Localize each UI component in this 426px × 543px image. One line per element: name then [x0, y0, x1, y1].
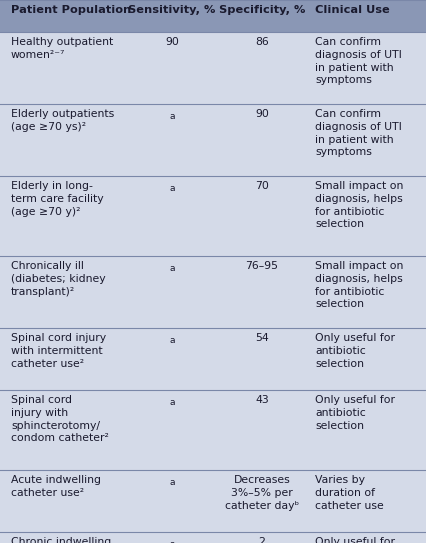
Bar: [0, 104, 426, 176]
Text: Clinical Use: Clinical Use: [315, 5, 390, 15]
Text: Sensitivity, %: Sensitivity, %: [128, 5, 216, 15]
Text: 90: 90: [255, 109, 269, 119]
Text: Healthy outpatient
women²⁻⁷: Healthy outpatient women²⁻⁷: [11, 37, 113, 60]
Text: a: a: [169, 478, 175, 487]
Bar: [0, 32, 426, 104]
Bar: [0, 176, 426, 256]
Text: Chronically ill
(diabetes; kidney
transplant)²: Chronically ill (diabetes; kidney transp…: [11, 261, 106, 296]
Text: Decreases
3%–5% per
catheter dayᵇ: Decreases 3%–5% per catheter dayᵇ: [225, 475, 299, 510]
Bar: [0, 532, 426, 543]
Text: Spinal cord
injury with
sphincterotomy/
condom catheter²: Spinal cord injury with sphincterotomy/ …: [11, 395, 109, 444]
Text: a: a: [169, 540, 175, 543]
Text: Only useful for
antibiotic
selection: Only useful for antibiotic selection: [315, 333, 395, 369]
Text: Only useful for
antibiotic
selection: Only useful for antibiotic selection: [315, 537, 395, 543]
Text: Acute indwelling
catheter use²: Acute indwelling catheter use²: [11, 475, 101, 498]
Text: Elderly in long-
term care facility
(age ≥70 y)²: Elderly in long- term care facility (age…: [11, 181, 104, 217]
Text: Small impact on
diagnosis, helps
for antibiotic
selection: Small impact on diagnosis, helps for ant…: [315, 261, 403, 310]
Text: a: a: [169, 336, 175, 345]
Text: 90: 90: [165, 37, 179, 47]
Text: Varies by
duration of
catheter use: Varies by duration of catheter use: [315, 475, 384, 510]
Text: 76–95: 76–95: [245, 261, 279, 271]
Text: Spinal cord injury
with intermittent
catheter use²: Spinal cord injury with intermittent cat…: [11, 333, 106, 369]
Bar: [0, 0, 426, 32]
Text: a: a: [169, 112, 175, 121]
Text: 43: 43: [255, 395, 269, 405]
Text: 2: 2: [259, 537, 265, 543]
Text: Small impact on
diagnosis, helps
for antibiotic
selection: Small impact on diagnosis, helps for ant…: [315, 181, 403, 229]
Text: 54: 54: [255, 333, 269, 343]
Text: Specificity, %: Specificity, %: [219, 5, 305, 15]
Text: a: a: [169, 264, 175, 273]
Text: Can confirm
diagnosis of UTI
in patient with
symptoms: Can confirm diagnosis of UTI in patient …: [315, 37, 402, 85]
Text: Chronic indwelling
catheter use²: Chronic indwelling catheter use²: [11, 537, 111, 543]
Text: 86: 86: [255, 37, 269, 47]
Text: a: a: [169, 184, 175, 193]
Text: 70: 70: [255, 181, 269, 191]
Bar: [0, 390, 426, 470]
Bar: [0, 470, 426, 532]
Text: Only useful for
antibiotic
selection: Only useful for antibiotic selection: [315, 395, 395, 431]
Bar: [0, 256, 426, 328]
Text: Can confirm
diagnosis of UTI
in patient with
symptoms: Can confirm diagnosis of UTI in patient …: [315, 109, 402, 157]
Bar: [0, 328, 426, 390]
Text: Elderly outpatients
(age ≥70 ys)²: Elderly outpatients (age ≥70 ys)²: [11, 109, 114, 132]
Text: a: a: [169, 398, 175, 407]
Text: Patient Population: Patient Population: [11, 5, 131, 15]
